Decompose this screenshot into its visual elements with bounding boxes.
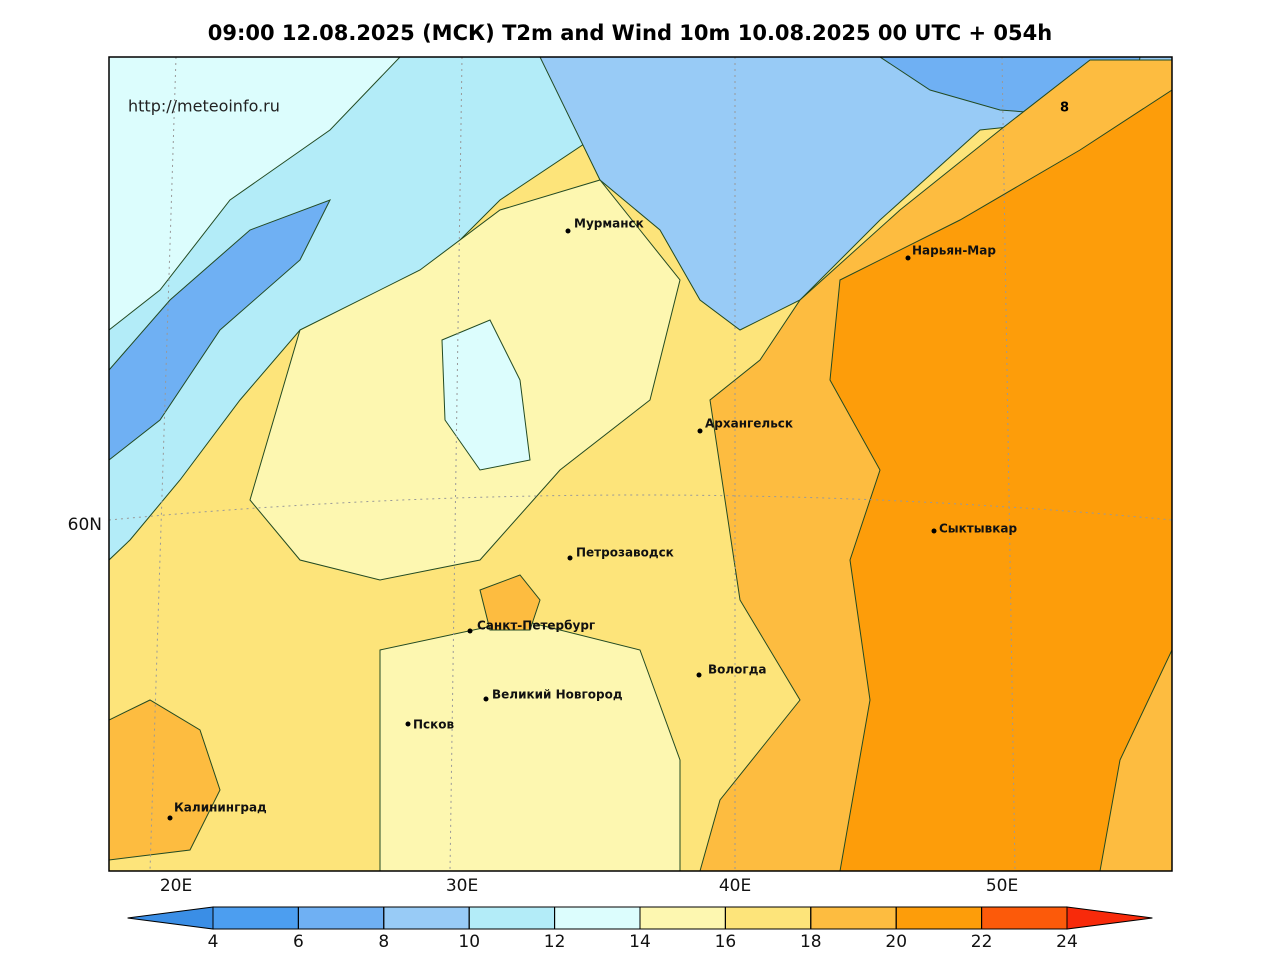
city-label: Вологда [708,663,766,677]
colorbar-tick-label: 18 [800,932,822,952]
city-label: Нарьян-Мар [912,244,996,258]
city-dot [483,696,489,702]
colorbar-segment [383,906,470,930]
colorbar-extension [127,906,214,930]
city-dot [696,672,702,678]
colorbar-tick-label: 20 [885,932,907,952]
city-label: Калининград [174,801,267,815]
colorbar-tick-label: 6 [293,932,304,952]
city-label: Псков [413,718,455,732]
mild-zone [379,619,681,871]
colorbar-segment [724,906,812,930]
lon-label: 40E [719,876,751,896]
city-dot [905,255,911,261]
lake [441,319,531,471]
colorbar-segment [212,906,299,930]
city-dot [405,721,411,727]
title: 09:00 12.08.2025 (МСК) T2m and Wind 10m … [208,21,1052,45]
colorbar-tick-label: 4 [208,932,219,952]
map-frame [108,56,1173,872]
colorbar-segment [554,906,641,930]
colorbar-tick-label: 12 [544,932,566,952]
city-label: Петрозаводск [576,546,674,560]
city-dot [931,528,937,534]
city-label: Санкт-Петербург [477,619,595,633]
lat-label: 60N [68,515,102,535]
city-dot [565,228,571,234]
map-area [109,57,1172,871]
colorbar-tick-label: 8 [378,932,389,952]
colorbar-tick-label: 22 [971,932,993,952]
colorbar-segment [639,906,726,930]
colorbar-extension [1066,906,1153,930]
city-label: Великий Новгород [492,688,623,702]
watermark: http://meteoinfo.ru [128,97,280,116]
lon-label: 20E [160,876,192,896]
cold-zone [109,199,332,461]
colorbar-segment [468,906,556,930]
city-label: Сыктывкар [939,522,1017,536]
contour-label: 8 [1060,101,1069,116]
lon-label: 30E [446,876,478,896]
colorbar-segment [297,906,385,930]
colorbar-segment [895,906,983,930]
cool-zone [109,57,401,331]
graticule [109,57,1172,871]
colorbar-tick-label: 10 [458,932,480,952]
city-dot [567,555,573,561]
colorbar-segment [810,906,897,930]
warm-zone [479,574,541,631]
colorbar-tick-label: 24 [1056,932,1078,952]
city-label: Мурманск [574,217,644,231]
city-dot [697,428,703,434]
city-dot [467,628,473,634]
colorbar-tick-label: 16 [715,932,737,952]
colorbar-tick-label: 14 [629,932,651,952]
lon-label: 50E [986,876,1018,896]
hot-zone [829,89,1172,871]
colorbar-segment [981,906,1068,930]
city-label: Архангельск [705,417,793,431]
city-dot [167,815,173,821]
warm-zone [109,699,221,861]
